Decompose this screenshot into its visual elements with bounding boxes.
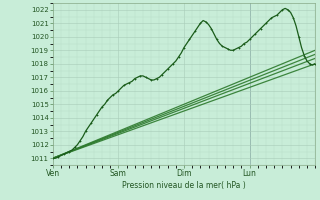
X-axis label: Pression niveau de la mer( hPa ): Pression niveau de la mer( hPa ) [122,181,246,190]
